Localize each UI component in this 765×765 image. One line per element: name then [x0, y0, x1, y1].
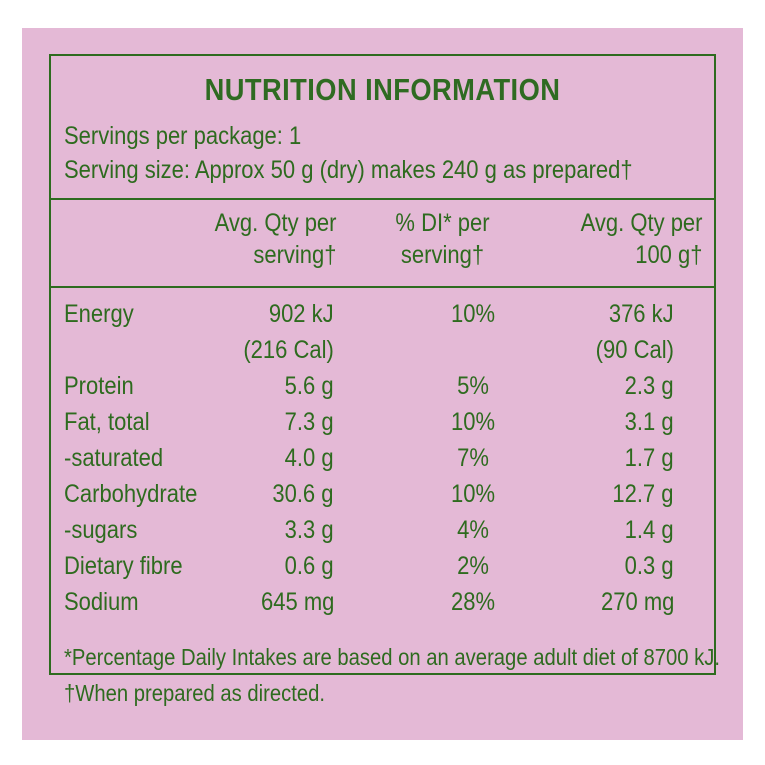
package-panel — [22, 28, 743, 740]
nutrient-name: Fat, total — [64, 408, 150, 436]
di-value: 10% — [450, 300, 496, 328]
nutrient-name: -saturated — [64, 444, 164, 472]
nutrition-table: NUTRITION INFORMATION Servings per packa… — [49, 54, 720, 675]
servings-per-package: Servings per package: 1 — [64, 122, 302, 150]
table-row-protein: Protein 5.6 g 5% 2.3 g — [51, 368, 714, 404]
nutrient-name: Dietary fibre — [64, 552, 183, 580]
di-value: 28% — [450, 588, 496, 616]
table-row-saturated: -saturated 4.0 g 7% 1.7 g — [51, 440, 714, 476]
nutrient-name: Energy — [64, 300, 134, 328]
header-per-100g-line2: 100 g† — [634, 241, 702, 269]
header-per-serving-line2: serving† — [252, 241, 336, 269]
per-100g-value: 1.4 g — [625, 516, 674, 544]
per-serving-value: 4.0 g — [285, 444, 334, 472]
di-value: 10% — [450, 480, 496, 508]
divider-top — [51, 198, 714, 200]
table-row-carbohydrate: Carbohydrate 30.6 g 10% 12.7 g — [51, 476, 714, 512]
table-title: NUTRITION INFORMATION — [204, 72, 561, 107]
per-serving-value: 645 mg — [260, 588, 334, 616]
per-100g-value: 270 mg — [600, 588, 674, 616]
per-serving-value: 5.6 g — [285, 372, 334, 400]
per-100g-value: 12.7 g — [612, 480, 674, 508]
di-value: 5% — [457, 372, 489, 400]
per-100g-value: 0.3 g — [625, 552, 674, 580]
nutrient-name: Sodium — [64, 588, 139, 616]
divider-header — [51, 286, 714, 288]
per-serving-value: 0.6 g — [285, 552, 334, 580]
nutrient-name: -sugars — [64, 516, 138, 544]
per-100g-value: 376 kJ — [609, 300, 674, 328]
di-value: 7% — [457, 444, 489, 472]
header-per-100g-line1: Avg. Qty per — [580, 209, 702, 237]
footnote-daily-intake: *Percentage Daily Intakes are based on a… — [64, 644, 720, 670]
table-row-dietary-fibre: Dietary fibre 0.6 g 2% 0.3 g — [51, 548, 714, 584]
per-100g-value: 2.3 g — [625, 372, 674, 400]
table-row-sugars: -sugars 3.3 g 4% 1.4 g — [51, 512, 714, 548]
per-serving-value: 902 kJ — [269, 300, 334, 328]
nutrient-name: Carbohydrate — [64, 480, 198, 508]
header-di-line2: serving† — [400, 241, 485, 269]
per-100g-value: 3.1 g — [625, 408, 674, 436]
footnote-prepared: †When prepared as directed. — [64, 680, 326, 706]
serving-size: Serving size: Approx 50 g (dry) makes 24… — [64, 156, 633, 184]
di-value: 2% — [457, 552, 489, 580]
header-per-serving: Avg. Qty per serving† — [214, 207, 336, 271]
per-serving-value: 3.3 g — [285, 516, 334, 544]
per-serving-value: (216 Cal) — [243, 336, 334, 364]
table-row-sodium: Sodium 645 mg 28% 270 mg — [51, 584, 714, 620]
header-per-serving-line1: Avg. Qty per — [214, 209, 336, 237]
per-100g-value: 1.7 g — [625, 444, 674, 472]
table-row-fat-total: Fat, total 7.3 g 10% 3.1 g — [51, 404, 714, 440]
di-value: 4% — [457, 516, 489, 544]
nutrient-name: Protein — [64, 372, 134, 400]
header-per-100g: Avg. Qty per 100 g† — [580, 207, 702, 271]
di-value: 10% — [450, 408, 496, 436]
table-row-energy-cal: (216 Cal) (90 Cal) — [51, 332, 714, 368]
per-serving-value: 30.6 g — [272, 480, 334, 508]
per-100g-value: (90 Cal) — [595, 336, 674, 364]
table-row-energy: Energy 902 kJ 10% 376 kJ — [51, 296, 714, 332]
header-di: % DI* per serving† — [395, 207, 489, 271]
per-serving-value: 7.3 g — [285, 408, 334, 436]
header-di-line1: % DI* per — [395, 209, 490, 237]
